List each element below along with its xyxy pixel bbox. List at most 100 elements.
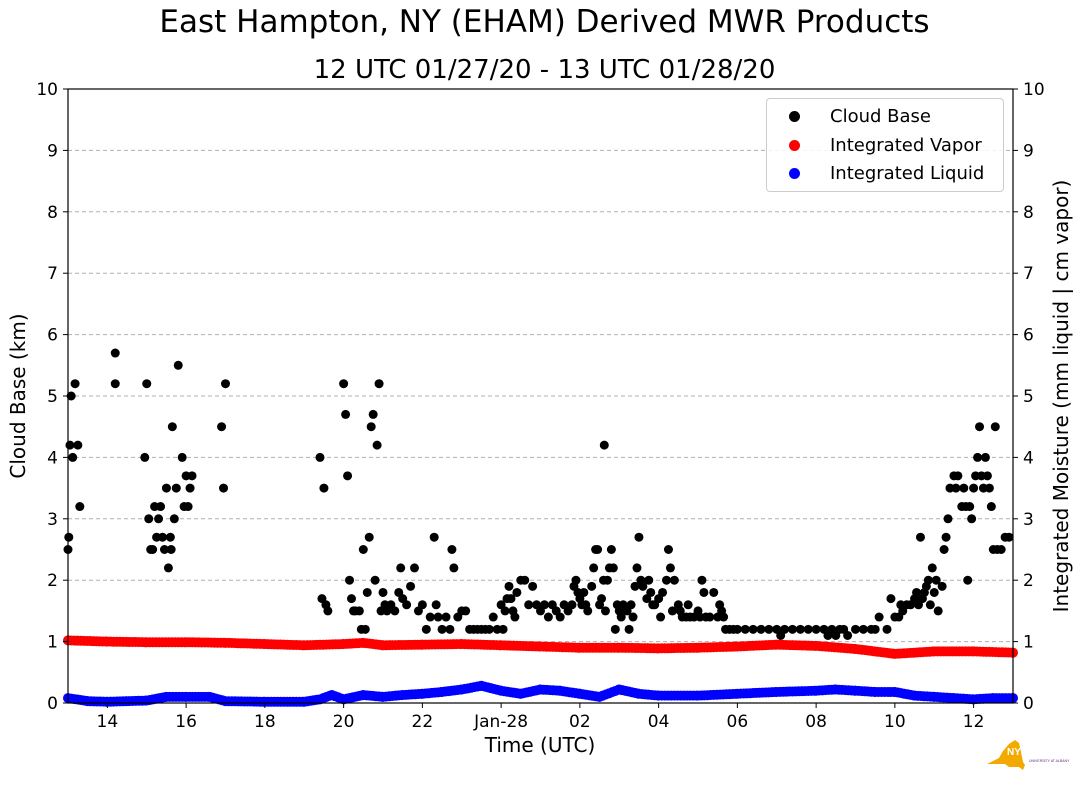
cloud-base-point <box>66 391 76 401</box>
chart-title: East Hampton, NY (EHAM) Derived MWR Prod… <box>159 4 930 40</box>
legend-item-integrated-liquid: Integrated Liquid <box>767 160 984 186</box>
cloud-base-point <box>600 606 610 616</box>
cloud-base-point <box>929 587 939 597</box>
cloud-base-point <box>166 545 176 554</box>
cloud-base-point <box>589 563 599 573</box>
cloud-base-point <box>445 624 455 634</box>
cloud-base-point <box>539 600 549 610</box>
cloud-base-point <box>606 545 616 554</box>
cloud-base-point <box>512 587 522 597</box>
cloud-base-point <box>699 587 709 597</box>
cloud-base-point <box>217 422 227 432</box>
cloud-base-point <box>360 624 370 634</box>
y-tick-label-right: 3 <box>1023 510 1034 530</box>
cloud-base-point <box>923 575 933 585</box>
cloud-base-point <box>669 575 679 585</box>
y-tick-label-right: 6 <box>1023 326 1034 346</box>
cloud-base-point <box>963 575 973 585</box>
cloud-base-point <box>628 612 638 622</box>
cloud-base-point <box>583 606 593 616</box>
cloud-base-point <box>709 587 719 597</box>
cloud-base-point <box>632 563 642 573</box>
cloud-base-point <box>980 452 990 462</box>
cloud-base-point <box>667 606 677 616</box>
cloud-base-point <box>504 581 514 591</box>
cloud-base-point <box>732 624 742 634</box>
cloud-base-point <box>756 624 766 634</box>
cloud-base-point <box>148 545 158 554</box>
cloud-base-point <box>951 483 961 493</box>
x-tick-label: 18 <box>254 712 276 732</box>
cloud-base-point <box>110 379 120 389</box>
cloud-base-point <box>140 452 150 462</box>
cloud-base-point <box>937 581 947 591</box>
cloud-base-point <box>941 532 951 542</box>
y-tick-label-left: 4 <box>47 448 58 468</box>
cloud-base-point <box>339 379 349 389</box>
cloud-base-point <box>341 409 351 419</box>
cloud-base-point <box>417 600 427 610</box>
cloud-base-point <box>803 624 813 634</box>
x-tick-label: 06 <box>727 712 749 732</box>
cloud-base-point <box>610 624 620 634</box>
cloud-base-point <box>315 452 325 462</box>
cloud-base-point <box>597 594 607 604</box>
legend-item-integrated-vapor: Integrated Vapor <box>767 132 982 158</box>
cloud-base-point <box>986 502 996 512</box>
cloud-base-point <box>870 624 880 634</box>
cloud-base-point <box>378 587 388 597</box>
cloud-base-point <box>1004 532 1014 542</box>
cloud-base-point <box>626 600 636 610</box>
cloud-base-point <box>390 606 400 616</box>
cloud-base-point <box>608 563 618 573</box>
y-tick-label-left: 2 <box>47 571 58 591</box>
cloud-base-point <box>616 612 626 622</box>
x-tick-label: 02 <box>569 712 591 732</box>
cloud-base-point <box>795 624 805 634</box>
cloud-base-point <box>347 594 356 604</box>
cloud-base-point <box>354 606 364 616</box>
cloud-base-point <box>939 545 949 554</box>
legend-label-integrated-liquid: Integrated Liquid <box>830 162 985 184</box>
y-tick-label-left: 10 <box>36 80 58 100</box>
cloud-base-point <box>169 514 179 524</box>
cloud-base-point <box>748 624 758 634</box>
cloud-base-point <box>345 575 355 585</box>
cloud-base-point <box>644 575 654 585</box>
cloud-base-point <box>173 360 183 370</box>
cloud-base-point <box>665 563 675 573</box>
cloud-base-point <box>925 600 935 610</box>
cloud-base-point <box>931 575 941 585</box>
cloud-base-point <box>969 483 979 493</box>
cloud-base-point <box>874 612 884 622</box>
cloud-base-point <box>996 545 1006 554</box>
cloud-base-point <box>65 440 75 450</box>
legend-item-cloud-base: Cloud Base <box>767 103 931 129</box>
cloud-base-point <box>927 563 937 573</box>
ny-state-shape-icon <box>987 740 1025 770</box>
cloud-base-point <box>520 575 530 585</box>
cloud-base-point <box>886 594 896 604</box>
legend: Cloud Base Integrated Vapor Integrated L… <box>766 98 1004 192</box>
cloud-base-point <box>221 379 230 389</box>
cloud-base-point <box>634 532 644 542</box>
cloud-base-point <box>943 514 953 524</box>
cloud-base-point <box>421 624 431 634</box>
x-tick-label: 04 <box>648 712 670 732</box>
cloud-base-point <box>697 575 707 585</box>
cloud-base-point <box>431 600 441 610</box>
cloud-base-point <box>219 483 229 493</box>
logo-text: NYS Mesonet <box>1007 747 1072 758</box>
cloud-base-point <box>364 532 374 542</box>
cloud-base-point <box>933 606 943 616</box>
cloud-base-point <box>185 483 195 493</box>
cloud-base-point <box>144 514 154 524</box>
cloud-base-point <box>110 348 120 358</box>
cloud-base-point <box>683 600 693 610</box>
cloud-base-point <box>177 452 187 462</box>
cloud-base-point <box>510 612 520 622</box>
cloud-base-point <box>161 483 171 493</box>
x-tick-label: 22 <box>412 712 434 732</box>
